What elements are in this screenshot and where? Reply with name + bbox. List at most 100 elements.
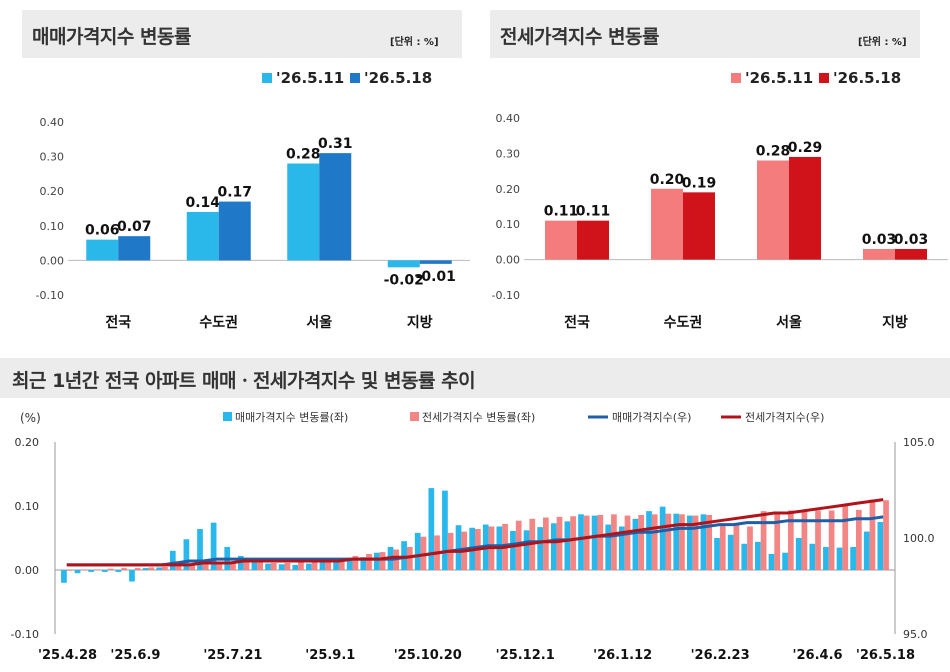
trend-panel: 최근 1년간 전국 아파트 매매ㆍ전세가격지수 및 변동률 추이 (%) -0.1… (0, 352, 950, 672)
sale-change-panel: 매매가격지수 변동률 [단위 : %] -0.10 0.00 0.10 0.20 0.3… (0, 0, 470, 345)
sale-change-bar (537, 527, 544, 570)
data-label: 0.29 (788, 140, 823, 156)
y-tick-label: 0.10 (40, 220, 65, 233)
sale-change-bar (632, 518, 639, 570)
sale-change-bar (523, 530, 530, 570)
data-label: 0.11 (576, 204, 611, 220)
x-tick-label: '25.12.1 (496, 648, 555, 663)
sale-change-bar (455, 525, 462, 570)
jeonse-change-bar (366, 554, 372, 570)
jeonse-change-bar (230, 562, 236, 570)
jeonse-change-bar (162, 566, 168, 570)
data-label: -0.02 (384, 272, 424, 288)
jeonse-change-bar (747, 526, 753, 570)
y2-tick-label: 95.0 (903, 628, 928, 641)
legend-label: '26.5.11 (276, 69, 344, 87)
sale-change-bar (755, 541, 761, 570)
data-label: 0.11 (544, 204, 579, 220)
sale-change-bar (156, 567, 163, 570)
sale-change-bar (686, 515, 693, 570)
legend-label: 매매가격지수 변동률(좌) (235, 411, 348, 424)
bar (118, 236, 151, 261)
legend-swatch (350, 73, 360, 83)
sale-index-line (66, 515, 884, 567)
data-label: 0.03 (862, 232, 897, 248)
jeonse-change-bar (148, 567, 155, 570)
sale-change-bar (197, 529, 203, 570)
jeonse-change-bar (556, 516, 563, 570)
sale-change-bar (673, 513, 680, 570)
y-tick-label: 0.10 (15, 500, 40, 513)
sale-change-bar (74, 570, 81, 574)
sale-change-bar (741, 543, 748, 570)
category-label: 수도권 (664, 315, 703, 331)
sale-change-bar (714, 538, 720, 570)
sale-change-bar (374, 552, 380, 570)
sale-change-bar (442, 490, 448, 570)
sale-change-bar (142, 568, 149, 570)
category-label: 서울 (306, 314, 332, 331)
jeonse-change-bar (679, 514, 685, 570)
legend-swatch (410, 412, 419, 421)
y-tick-label: 0.10 (496, 218, 521, 231)
data-label: 0.14 (185, 195, 220, 211)
jeonse-change-bar (284, 562, 291, 570)
jeonse-change-bar (543, 517, 549, 570)
sale-change-bar (401, 541, 407, 570)
sale-change-unit: [단위 : %] (390, 37, 439, 48)
jeonse-change-bar (121, 568, 127, 570)
bar (319, 153, 352, 261)
sale-change-bar (129, 570, 135, 582)
bar (757, 160, 789, 260)
legend-swatch (262, 73, 272, 83)
sale-change-bar (346, 559, 353, 570)
y2-tick-label: 100.0 (903, 532, 935, 545)
jeonse-change-bar (202, 564, 209, 570)
sale-change-bar (278, 564, 285, 570)
category-label: 지방 (882, 314, 908, 331)
data-label: 0.07 (117, 219, 152, 235)
legend-swatch (731, 73, 741, 83)
jeonse-change-bar (107, 568, 114, 570)
sale-change-bar (510, 530, 516, 570)
sale-change-bar (605, 524, 612, 570)
legend-label: '26.5.18 (833, 69, 901, 87)
sale-change-bar (809, 543, 816, 570)
data-label: 0.28 (756, 143, 791, 159)
y-tick-label: 0.00 (40, 254, 65, 267)
jeonse-change-bar (828, 510, 835, 570)
category-label: 전국 (564, 314, 590, 331)
jeonse-change-bar (855, 509, 862, 570)
jeonse-change-bar (270, 562, 277, 570)
data-label: 0.20 (650, 172, 685, 188)
data-label: 0.06 (85, 223, 120, 239)
x-tick-label: '26.2.23 (691, 648, 750, 663)
category-label: 전국 (105, 314, 131, 331)
sale-change-bar (61, 570, 67, 583)
trend-chart: (%) -0.10 0.00 0.10 0.20 95.0 100.0 105.0 매매가격지수… (11, 411, 935, 663)
x-tick-label: '25.4.28 (38, 648, 97, 663)
sale-change-bar (578, 514, 584, 570)
sale-change-bar (659, 506, 666, 570)
jeonse-change-bar (243, 562, 250, 570)
data-label: 0.31 (318, 136, 353, 152)
y-tick-label: -0.10 (11, 628, 39, 641)
sale-change-bar (115, 570, 122, 572)
jeonse-change-bar (379, 552, 386, 570)
sale-change-bar (183, 539, 190, 570)
sale-change-bar (727, 534, 734, 570)
jeonse-change-bar (842, 506, 849, 570)
sale-change-bar (850, 546, 856, 570)
x-tick-label: '26.1.12 (593, 648, 652, 663)
x-tick-label: '25.6.9 (110, 648, 160, 663)
jeonse-change-bar (651, 514, 658, 570)
jeonse-change-bar (570, 516, 576, 570)
y-tick-label: 0.00 (496, 254, 521, 267)
jeonse-change-title: 전세가격지수 변동률 (500, 26, 659, 48)
sale-change-bar (306, 563, 312, 570)
jeonse-change-bar (80, 569, 87, 571)
sale-change-bar (251, 561, 258, 570)
sale-change-bar (795, 538, 802, 570)
jeonse-change-bar (298, 562, 304, 570)
jeonse-change-bar (624, 515, 631, 570)
